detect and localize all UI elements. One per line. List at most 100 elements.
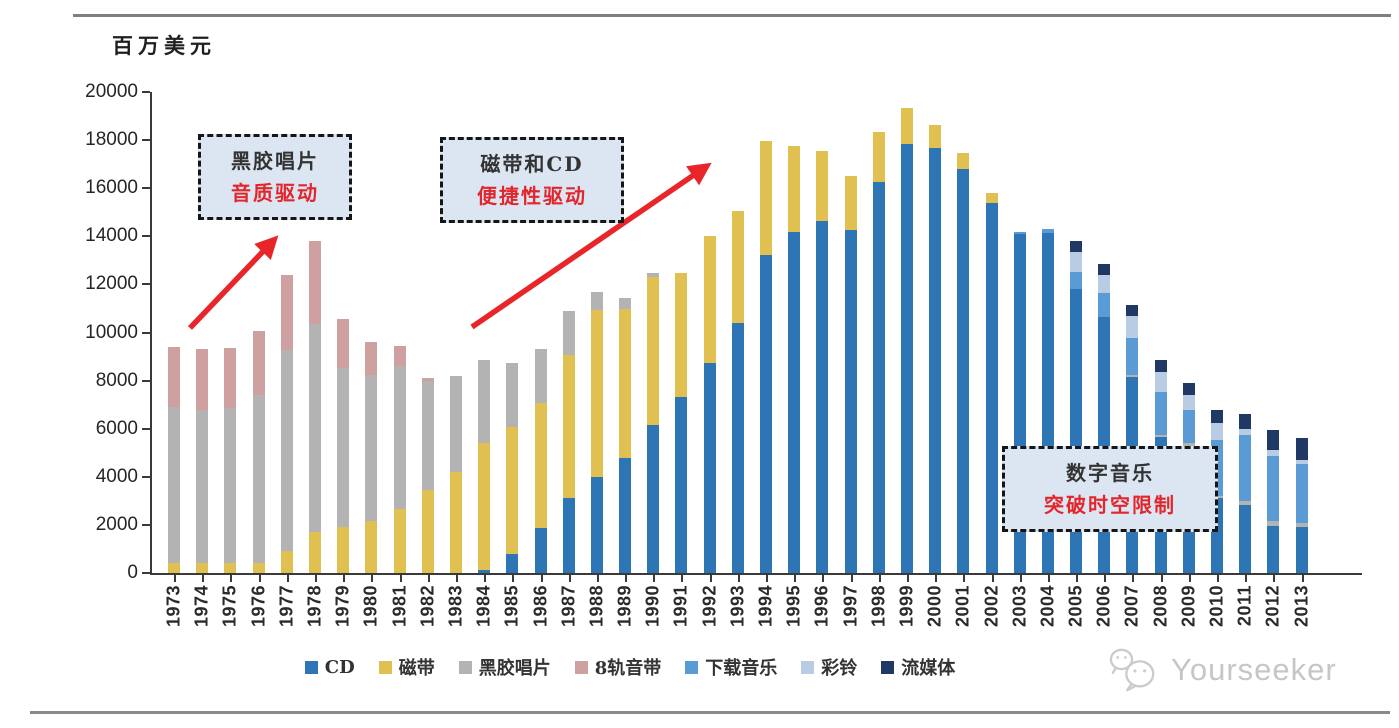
bar-segment-磁带 — [252, 563, 265, 573]
y-axis-tick — [142, 91, 150, 94]
bar-segment-黑胶唱片 — [309, 323, 322, 533]
x-axis-tick — [850, 575, 853, 582]
bar-segment-CD — [703, 363, 716, 573]
bar-segment-磁带 — [337, 527, 350, 573]
bar-column: 1976 — [245, 92, 273, 627]
bar-segment-磁带 — [788, 145, 801, 232]
bar-column: 1986 — [526, 92, 554, 627]
x-axis-tick — [794, 575, 797, 582]
x-axis-label: 2011 — [1234, 585, 1255, 627]
x-axis-label: 2012 — [1262, 585, 1283, 628]
x-axis-label: 2003 — [1009, 585, 1030, 628]
bar-segment-彩铃 — [1239, 428, 1252, 435]
bar-segment-CD — [788, 231, 801, 573]
callout-cassette-cd: 磁带和CD 便捷性驱动 — [440, 137, 624, 223]
bar-segment-CD — [985, 202, 998, 573]
x-axis-tick — [202, 575, 205, 582]
bar-segment-黑胶唱片 — [590, 292, 603, 310]
legend-label: 彩铃 — [821, 658, 858, 679]
bar-segment-黑胶唱片 — [1295, 522, 1308, 528]
bar-column: 1984 — [470, 92, 498, 627]
bar-segment-磁带 — [449, 472, 462, 573]
bar-segment-流媒体 — [1182, 383, 1195, 396]
bar-column: 1992 — [696, 92, 724, 627]
bar-segment-磁带 — [900, 108, 913, 145]
y-axis-tick — [142, 235, 150, 238]
y-axis-tick — [142, 139, 150, 142]
bar-segment-黑胶唱片 — [196, 409, 209, 564]
x-axis-label: 1991 — [670, 585, 691, 628]
bar-column: 1999 — [893, 92, 921, 627]
legend-swatch — [881, 660, 895, 674]
legend-item-8轨音带: 8轨音带 — [574, 654, 661, 680]
y-axis-label: 10000 — [85, 321, 138, 343]
x-axis-tick — [399, 575, 402, 582]
x-axis-label: 1976 — [248, 585, 269, 628]
x-axis-tick — [484, 575, 487, 582]
x-axis-label: 2010 — [1206, 585, 1227, 628]
y-axis-label: 8000 — [95, 369, 138, 391]
bar-segment-CD — [562, 498, 575, 573]
bar-segment-CD — [647, 424, 660, 573]
bar-segment-磁带 — [562, 354, 575, 498]
bar-column: 2011 — [1231, 92, 1259, 626]
bar-segment-磁带 — [760, 140, 773, 255]
bar-segment-磁带 — [957, 153, 970, 169]
bar-segment-黑胶唱片 — [1126, 374, 1139, 378]
bar-column: 1995 — [780, 92, 808, 627]
x-axis-tick — [1188, 575, 1191, 582]
bar-segment-磁带 — [309, 532, 322, 573]
bar-segment-磁带 — [196, 563, 209, 573]
y-axis-label: 14000 — [85, 225, 138, 247]
x-axis-label: 1994 — [755, 585, 776, 628]
bar-segment-磁带 — [534, 402, 547, 528]
x-axis-tick — [286, 575, 289, 582]
bar-segment-黑胶唱片 — [280, 349, 293, 552]
bar-segment-CD — [900, 144, 913, 573]
bar-segment-黑胶唱片 — [1267, 521, 1280, 527]
legend-label: 磁带 — [398, 658, 435, 679]
bar-segment-磁带 — [619, 309, 632, 459]
x-axis-tick — [315, 575, 318, 582]
bar-segment-黑胶唱片 — [506, 362, 519, 427]
legend-swatch — [304, 660, 318, 674]
bar-segment-下载音乐 — [1154, 391, 1167, 436]
x-axis-tick — [1245, 575, 1248, 582]
x-axis-label: 2008 — [1150, 585, 1171, 628]
x-axis-tick — [174, 575, 177, 582]
bar-segment-磁带 — [365, 521, 378, 573]
bar-segment-CD — [929, 147, 942, 573]
bar-column: 1985 — [498, 92, 526, 627]
watermark: Yourseeker — [1105, 645, 1337, 695]
x-axis-label: 2007 — [1121, 585, 1142, 628]
x-axis-tick — [596, 575, 599, 582]
x-axis-label: 2006 — [1093, 585, 1114, 628]
bar-segment-流媒体 — [1267, 430, 1280, 451]
bar-column: 1990 — [639, 92, 667, 627]
y-axis-tick — [142, 379, 150, 382]
legend-swatch — [801, 660, 815, 674]
x-axis-tick — [230, 575, 233, 582]
bar-column: 1997 — [837, 92, 865, 627]
bar-segment-磁带 — [506, 426, 519, 554]
bar-segment-磁带 — [872, 132, 885, 183]
legend-item-下载音乐: 下载音乐 — [685, 654, 777, 680]
x-axis-label: 1996 — [811, 585, 832, 628]
bar-segment-磁带 — [929, 124, 942, 148]
bar-segment-8轨音带 — [393, 345, 406, 366]
x-axis-tick — [258, 575, 261, 582]
bar-segment-CD — [590, 476, 603, 573]
x-axis-label: 2009 — [1178, 585, 1199, 628]
x-axis-tick — [455, 575, 458, 582]
bar-segment-CD — [1295, 527, 1308, 573]
x-axis-label: 1978 — [304, 585, 325, 628]
bar-segment-下载音乐 — [1239, 434, 1252, 501]
y-axis-label: 2000 — [95, 513, 138, 535]
bar-segment-CD — [872, 182, 885, 573]
bar-segment-黑胶唱片 — [421, 380, 434, 490]
x-axis-label: 1983 — [445, 585, 466, 628]
bar-segment-磁带 — [280, 551, 293, 573]
bar-segment-流媒体 — [1295, 438, 1308, 461]
x-axis-label: 1984 — [473, 585, 494, 628]
legend-swatch — [458, 660, 472, 674]
